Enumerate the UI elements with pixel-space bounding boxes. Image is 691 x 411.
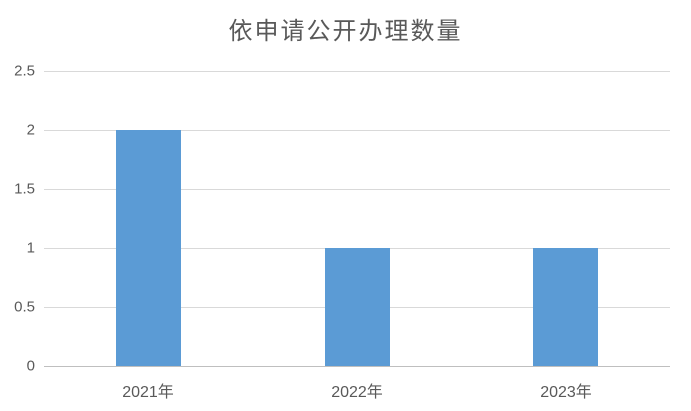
x-axis-category-label: 2023年 bbox=[540, 383, 592, 401]
x-axis-category-label: 2022年 bbox=[331, 383, 383, 401]
x-axis-category-label: 2021年 bbox=[122, 383, 174, 401]
y-axis-tick-label: 0 bbox=[26, 357, 35, 375]
gridline bbox=[44, 189, 670, 190]
y-axis-tick-label: 1 bbox=[26, 239, 35, 257]
y-axis-tick-label: 2 bbox=[26, 121, 35, 139]
gridline bbox=[44, 130, 670, 131]
y-axis-tick-label: 2.5 bbox=[14, 62, 35, 80]
gridline bbox=[44, 71, 670, 72]
bar bbox=[116, 130, 181, 366]
y-axis-tick-label: 1.5 bbox=[14, 180, 35, 198]
bar bbox=[533, 248, 598, 366]
chart-title: 依申请公开办理数量 bbox=[228, 18, 463, 45]
y-axis-tick-label: 0.5 bbox=[14, 298, 35, 316]
x-axis-line bbox=[44, 366, 670, 367]
bar bbox=[325, 248, 390, 366]
